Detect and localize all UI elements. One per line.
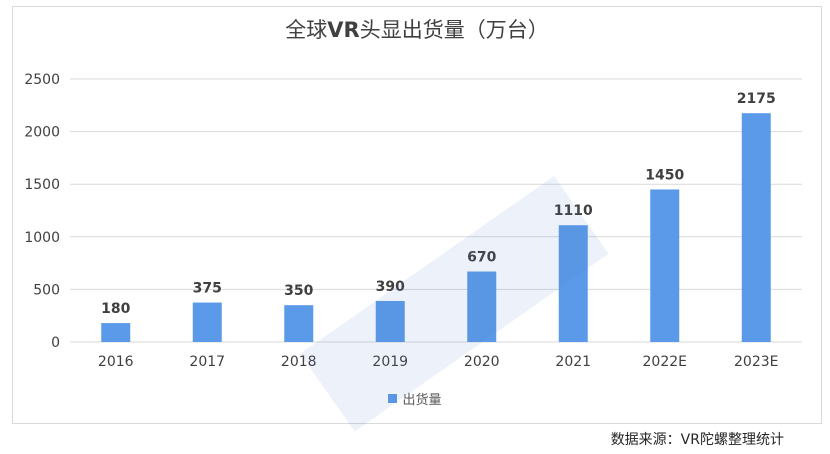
x-tick-label: 2020 [464, 354, 500, 370]
bar [558, 225, 588, 342]
data-label: 670 [467, 250, 496, 266]
y-tick-label: 1500 [24, 177, 60, 193]
data-label: 1450 [645, 167, 684, 183]
bar [101, 323, 131, 342]
bar [192, 302, 222, 342]
x-tick-label: 2021 [555, 354, 591, 370]
y-tick-label: 0 [51, 335, 60, 351]
data-label: 2175 [737, 91, 776, 107]
y-tick-label: 2500 [24, 72, 60, 88]
x-tick-label: 2016 [98, 354, 134, 370]
x-tick-label: 2023E [734, 354, 778, 370]
bar [650, 189, 680, 342]
bar [284, 305, 314, 342]
data-label: 390 [376, 279, 405, 295]
x-tick-label: 2017 [189, 354, 225, 370]
legend-swatch [388, 394, 398, 403]
legend: 出货量 [0, 389, 830, 408]
y-tick-label: 2000 [24, 125, 60, 141]
chart-title: 全球VR头显出货量（万台） [285, 18, 549, 42]
x-tick-label: 2018 [281, 354, 317, 370]
data-label: 350 [284, 283, 313, 299]
x-tick-label: 2022E [643, 354, 687, 370]
bar [375, 300, 405, 342]
y-tick-label: 500 [33, 282, 60, 298]
chart-frame [12, 6, 822, 424]
bar [741, 113, 771, 342]
x-tick-label: 2019 [372, 354, 408, 370]
data-label: 375 [193, 281, 222, 297]
bar [467, 271, 497, 342]
legend-label: 出货量 [402, 393, 442, 408]
data-label: 1110 [554, 203, 593, 219]
source-note: 数据来源：VR陀螺整理统计 [610, 432, 784, 448]
y-tick-label: 1000 [24, 230, 60, 246]
data-label: 180 [101, 301, 130, 317]
